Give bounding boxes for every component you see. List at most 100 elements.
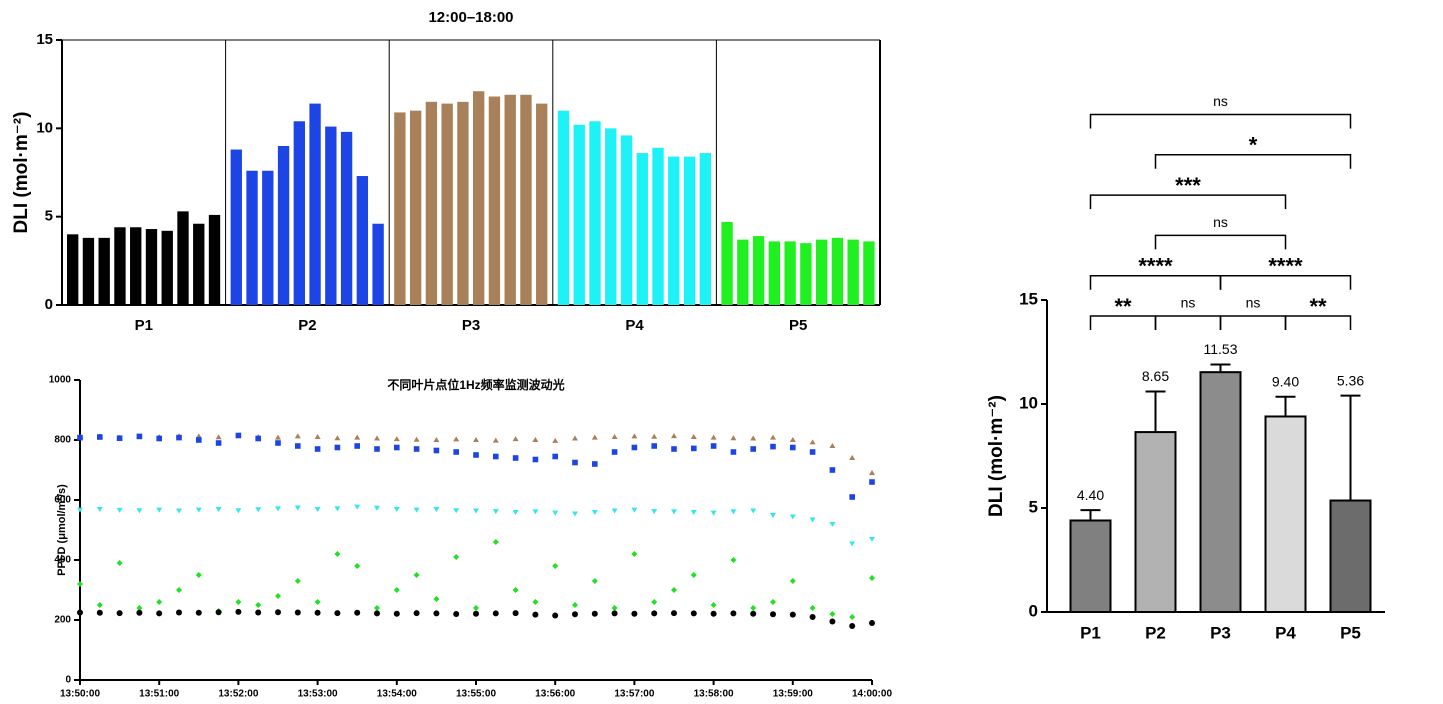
y-tick-label: 5: [45, 208, 53, 225]
significance-label: ns: [1213, 214, 1228, 230]
point: [295, 443, 301, 449]
bar: [847, 239, 859, 305]
value-label: 9.40: [1272, 373, 1299, 389]
value-label: 8.65: [1142, 368, 1169, 384]
point: [96, 602, 103, 608]
point: [374, 446, 380, 452]
y-tick-label: 600: [54, 495, 71, 506]
point: [770, 599, 776, 605]
y-tick-label: 10: [36, 119, 53, 136]
point: [196, 437, 202, 443]
x-tick-label: 13:51:00: [139, 689, 179, 700]
point: [374, 610, 380, 617]
bar: [784, 241, 796, 305]
point: [710, 610, 717, 617]
bar: [1134, 431, 1177, 613]
point: [572, 435, 578, 441]
point: [176, 609, 182, 616]
significance-bracket: [1154, 315, 1222, 330]
point: [116, 560, 123, 566]
y-tick-label: 0: [45, 296, 53, 313]
point: [611, 508, 618, 514]
point: [433, 610, 440, 617]
point: [334, 506, 341, 512]
significance-bracket: [1154, 154, 1352, 169]
point: [473, 605, 479, 611]
significance-bracket: [1154, 234, 1287, 250]
point: [394, 444, 400, 451]
point: [552, 453, 558, 460]
y-tick-label: 400: [54, 555, 71, 566]
point: [671, 509, 677, 515]
bar: [409, 110, 422, 306]
point: [591, 610, 598, 617]
y-tick-label: 15: [36, 31, 53, 48]
point: [789, 611, 796, 618]
point: [294, 609, 301, 616]
x-tick-label: 13:55:00: [456, 689, 496, 700]
bar: [1329, 499, 1372, 613]
x-tick-label: 13:53:00: [298, 689, 338, 700]
point: [671, 610, 677, 617]
x-tick-label: P4: [625, 317, 644, 334]
point: [136, 433, 143, 440]
point: [433, 507, 440, 512]
point: [314, 599, 321, 605]
point: [255, 507, 262, 513]
point: [809, 449, 816, 455]
point: [651, 433, 658, 439]
significance-label: ****: [1138, 254, 1173, 279]
bar: [668, 156, 680, 305]
point: [453, 436, 460, 442]
point: [334, 444, 341, 451]
point: [156, 610, 163, 617]
significance-label: ****: [1268, 254, 1303, 279]
point: [195, 433, 202, 439]
point: [532, 509, 539, 515]
point: [790, 444, 796, 451]
point: [651, 599, 658, 605]
bar: [293, 121, 305, 306]
point: [710, 510, 717, 516]
point: [849, 614, 856, 620]
bar: [193, 223, 205, 305]
bar: [589, 121, 601, 306]
bar: [620, 135, 633, 305]
point: [591, 510, 598, 515]
point: [572, 611, 578, 618]
point: [77, 581, 83, 587]
bar: [277, 146, 290, 305]
point: [829, 618, 836, 625]
point: [473, 437, 479, 442]
value-label: 11.53: [1204, 341, 1238, 357]
point: [413, 507, 420, 513]
point: [136, 605, 143, 611]
significance-bracket: [1219, 274, 1352, 290]
x-tick-label: 13:59:00: [773, 689, 813, 700]
point: [275, 440, 281, 446]
point: [294, 505, 301, 511]
bar: [208, 214, 221, 305]
point: [473, 452, 479, 458]
point: [433, 437, 440, 442]
point: [611, 610, 618, 617]
point: [294, 433, 301, 439]
point: [97, 434, 103, 440]
point: [433, 447, 440, 454]
point: [473, 610, 479, 617]
point: [631, 551, 638, 557]
value-label: 5.36: [1337, 372, 1364, 388]
bar: [372, 223, 384, 305]
point: [611, 605, 618, 611]
point: [710, 443, 717, 449]
point: [275, 593, 281, 599]
bar: [752, 236, 765, 305]
significance-bracket: [1089, 194, 1287, 210]
point: [532, 437, 539, 442]
point: [96, 507, 103, 512]
bar: [98, 237, 110, 305]
point: [354, 563, 361, 569]
point: [631, 444, 638, 451]
chart-title: 不同叶片点位1Hz频率监测波动光: [387, 377, 564, 392]
y-tick-label: 1000: [49, 375, 72, 386]
